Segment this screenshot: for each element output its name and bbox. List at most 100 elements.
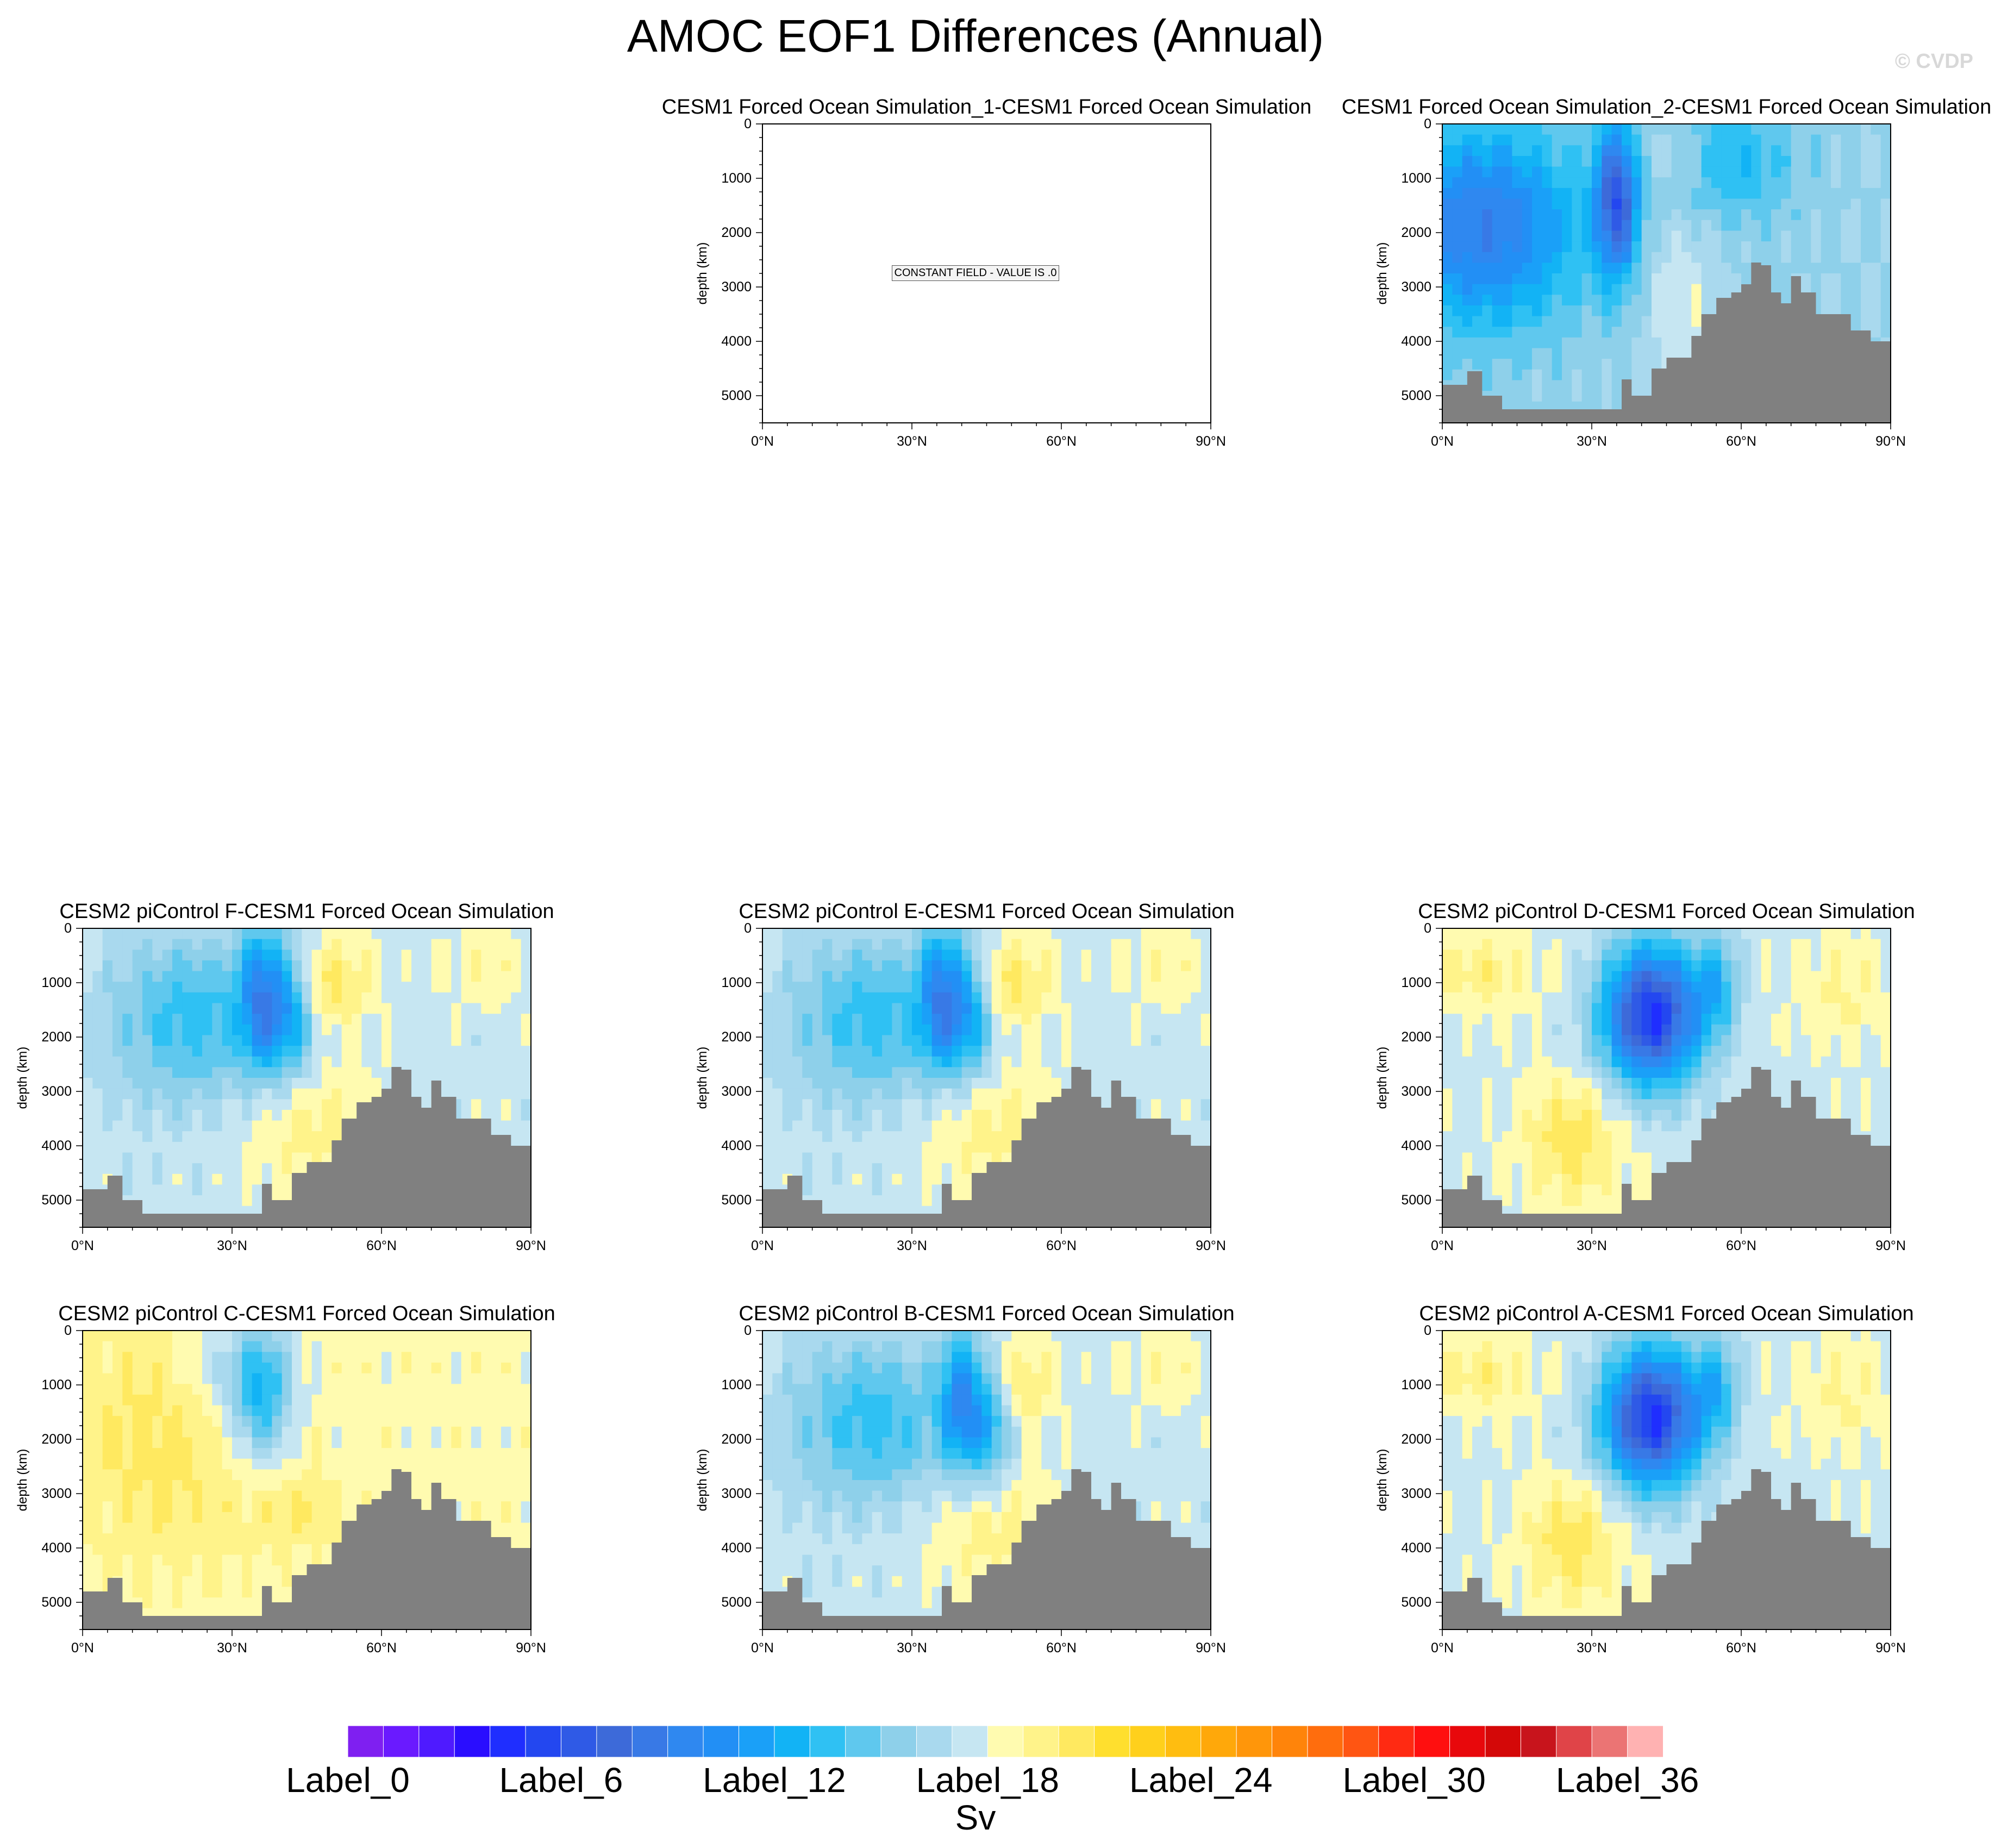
- field-cell: [762, 950, 773, 961]
- field-cell: [1701, 1035, 1712, 1046]
- field-cell: [942, 960, 952, 972]
- field-cell: [322, 1078, 332, 1089]
- field-cell: [212, 1099, 223, 1110]
- field-cell: [1622, 327, 1632, 338]
- field-cell: [1482, 992, 1493, 1004]
- field-cell: [1452, 359, 1463, 370]
- field-cell: [521, 1014, 531, 1025]
- field-cell: [1562, 134, 1572, 146]
- field-cell: [1532, 1088, 1542, 1100]
- field-cell: [1671, 1088, 1682, 1100]
- field-cell: [812, 982, 823, 993]
- field-cell: [1761, 124, 1772, 135]
- field-cell: [1661, 316, 1672, 327]
- field-cell: [1611, 198, 1622, 210]
- field-cell: [912, 928, 922, 940]
- field-cell: [1631, 1184, 1642, 1196]
- field-cell: [1061, 1014, 1072, 1025]
- field-cell: [371, 1014, 382, 1025]
- field-cell: [451, 1056, 462, 1067]
- field-cell: [1522, 166, 1533, 178]
- field-cell: [1861, 305, 1871, 317]
- field-cell: [1502, 1195, 1512, 1207]
- field-cell: [1831, 188, 1841, 199]
- field-cell: [182, 1163, 193, 1175]
- field-cell: [1482, 960, 1493, 972]
- field-cell: [822, 1078, 833, 1089]
- field-cell: [842, 971, 853, 982]
- field-cell: [182, 1141, 193, 1153]
- field-cell: [1850, 295, 1861, 306]
- field-cell: [441, 992, 452, 1004]
- field-cell: [942, 992, 952, 1004]
- field-cell: [122, 1056, 133, 1067]
- field-cell: [471, 982, 481, 993]
- field-cell: [1671, 960, 1682, 972]
- field-cell: [83, 1163, 93, 1175]
- field-cell: [1492, 1099, 1503, 1110]
- field-cell: [352, 1035, 362, 1046]
- field-cell: [1191, 1120, 1202, 1132]
- field-cell: [92, 1173, 103, 1185]
- field-cell: [922, 1163, 933, 1175]
- field-cell: [922, 1003, 933, 1014]
- field-cell: [1502, 155, 1512, 167]
- field-cell: [822, 992, 833, 1004]
- field-cell: [1041, 939, 1052, 950]
- field-cell: [1512, 134, 1523, 146]
- field-cell: [83, 1067, 93, 1078]
- field-cell: [802, 1109, 813, 1121]
- field-cell: [1731, 124, 1742, 135]
- field-cell: [1552, 263, 1562, 274]
- field-cell: [782, 982, 793, 993]
- field-cell: [862, 950, 873, 961]
- field-cell: [1572, 316, 1583, 327]
- field-cell: [1572, 960, 1583, 972]
- field-cell: [1502, 1141, 1512, 1153]
- field-cell: [931, 1184, 942, 1196]
- field-cell: [1631, 971, 1642, 982]
- field-cell: [972, 1163, 982, 1175]
- field-cell: [852, 1024, 862, 1036]
- field-cell: [952, 950, 962, 961]
- field-cell: [1641, 252, 1652, 263]
- field-cell: [391, 1056, 402, 1067]
- field-cell: [1562, 960, 1572, 972]
- field-cell: [142, 1163, 153, 1175]
- field-cell: [772, 1131, 783, 1142]
- field-cell: [1041, 1046, 1052, 1057]
- field-cell: [1452, 188, 1463, 199]
- field-cell: [1622, 198, 1632, 210]
- field-cell: [862, 1173, 873, 1185]
- field-cell: [1850, 252, 1861, 263]
- field-cell: [1512, 1120, 1523, 1132]
- field-cell: [1061, 939, 1072, 950]
- field-cell: [102, 1014, 113, 1025]
- field-cell: [1841, 198, 1852, 210]
- field-cell: [762, 1099, 773, 1110]
- field-cell: [461, 1024, 472, 1036]
- field-cell: [212, 992, 223, 1004]
- field-cell: [1482, 1163, 1493, 1175]
- field-cell: [1661, 305, 1672, 317]
- field-cell: [872, 1184, 883, 1196]
- field-cell: [262, 1109, 272, 1121]
- field-cell: [1452, 1173, 1463, 1185]
- field-cell: [491, 1003, 502, 1014]
- field-cell: [1581, 1035, 1592, 1046]
- field-cell: [1532, 316, 1542, 327]
- field-cell: [431, 1024, 442, 1036]
- field-cell: [1880, 273, 1891, 285]
- field-cell: [842, 1003, 853, 1014]
- field-cell: [1522, 348, 1533, 359]
- field-cell: [361, 1088, 372, 1100]
- field-cell: [1731, 198, 1742, 210]
- field-cell: [1741, 145, 1752, 157]
- field-cell: [1652, 230, 1662, 242]
- field-cell: [421, 1024, 432, 1036]
- field-cell: [1151, 992, 1161, 1004]
- field-cell: [1691, 1109, 1702, 1121]
- field-cell: [981, 1014, 992, 1025]
- field-cell: [1522, 939, 1533, 950]
- field-cell: [1462, 1088, 1473, 1100]
